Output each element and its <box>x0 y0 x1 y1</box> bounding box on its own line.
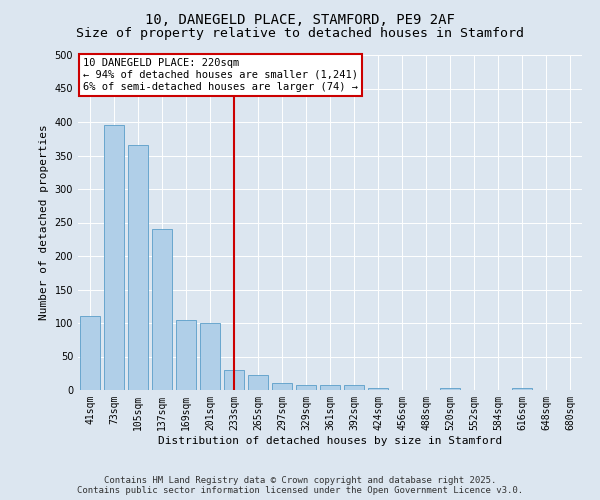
Text: 10 DANEGELD PLACE: 220sqm
← 94% of detached houses are smaller (1,241)
6% of sem: 10 DANEGELD PLACE: 220sqm ← 94% of detac… <box>83 58 358 92</box>
Bar <box>128 146 148 390</box>
Bar <box>320 384 340 390</box>
Bar <box>248 376 268 390</box>
Bar <box>200 323 220 390</box>
Bar <box>272 384 292 390</box>
Bar <box>368 388 388 390</box>
Text: Contains HM Land Registry data © Crown copyright and database right 2025.
Contai: Contains HM Land Registry data © Crown c… <box>77 476 523 495</box>
Bar <box>104 126 124 390</box>
Bar <box>344 384 364 390</box>
Y-axis label: Number of detached properties: Number of detached properties <box>39 124 49 320</box>
Bar <box>176 320 196 390</box>
Bar <box>440 388 460 390</box>
Bar <box>512 388 532 390</box>
Text: Size of property relative to detached houses in Stamford: Size of property relative to detached ho… <box>76 28 524 40</box>
Bar <box>152 229 172 390</box>
Bar <box>296 384 316 390</box>
Bar <box>224 370 244 390</box>
Bar <box>80 316 100 390</box>
X-axis label: Distribution of detached houses by size in Stamford: Distribution of detached houses by size … <box>158 436 502 446</box>
Text: 10, DANEGELD PLACE, STAMFORD, PE9 2AF: 10, DANEGELD PLACE, STAMFORD, PE9 2AF <box>145 12 455 26</box>
